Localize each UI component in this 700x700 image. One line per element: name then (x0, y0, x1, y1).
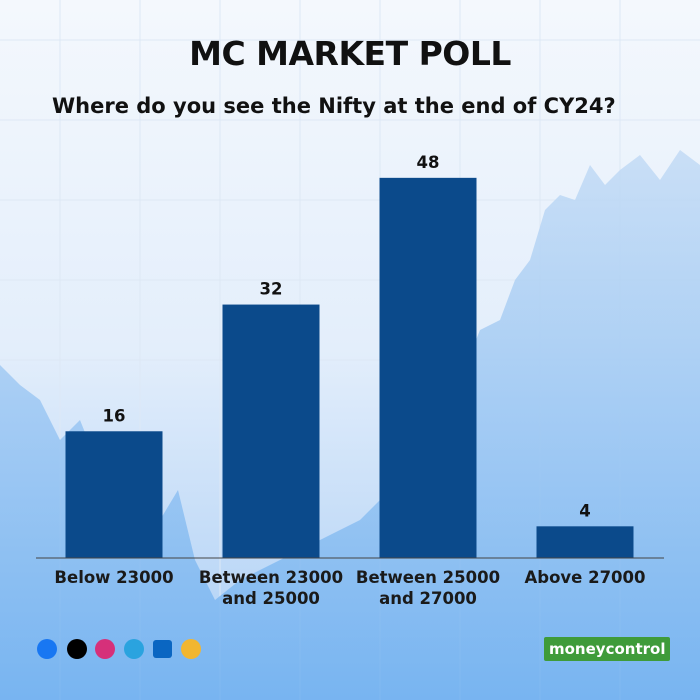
data-label: 16 (103, 406, 126, 425)
chart-title: MC MARKET POLL (189, 34, 511, 73)
x-tick-label: Above 27000 (524, 568, 646, 587)
chart-subtitle: Where do you see the Nifty at the end of… (52, 94, 616, 118)
x-tick-label: Below 23000 (54, 568, 174, 587)
brand-logo: moneycontrol (544, 637, 671, 661)
bar (536, 526, 634, 558)
data-label: 4 (579, 501, 590, 520)
data-label: 48 (417, 153, 440, 172)
social-icons (37, 639, 201, 659)
x-tick-label: Between 23000 and 25000 (198, 568, 344, 608)
market-silhouette (0, 150, 700, 700)
bar (222, 304, 320, 558)
bar (379, 177, 477, 558)
data-label: 32 (260, 280, 283, 299)
x-tick-label: Between 25000 and 27000 (355, 568, 501, 608)
bar (65, 431, 163, 558)
